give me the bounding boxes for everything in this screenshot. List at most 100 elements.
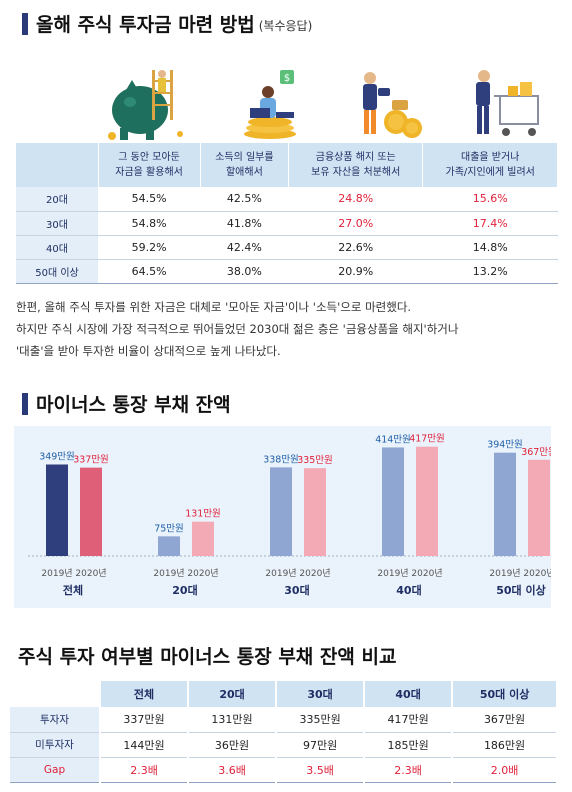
year-tick-label: 2020년 — [187, 568, 218, 579]
funding-value-cell: 38.0% — [200, 259, 289, 284]
funding-header-col2-label: 소득의 일부를 할애해서 — [215, 152, 274, 178]
comparison-value-cell: 417만원 — [364, 707, 454, 733]
year-tick-label: 2020년 — [299, 568, 330, 579]
title-accent-bar — [22, 392, 28, 415]
funding-table-row: 20대 54.5% 42.5% 24.8% 15.6% — [16, 187, 558, 212]
comparison-header-cell: 50대 이상 — [452, 681, 558, 707]
laptop-coins-icon: $ — [244, 70, 296, 139]
bar-value-label: 131만원 — [185, 509, 221, 520]
year-tick-label: 2020년 — [411, 568, 442, 579]
year-tick-label: 2020년 — [75, 568, 106, 579]
funding-table-row: 50대 이상 64.5% 38.0% 20.9% 13.2% — [16, 259, 558, 284]
bar-2020년-30대 — [304, 468, 326, 556]
bar-2020년-20대 — [192, 521, 214, 556]
funding-table-row: 30대 54.8% 41.8% 27.0% 17.4% — [16, 211, 558, 236]
summary-line: 하지만 주식 시장에 가장 적극적으로 뛰어들었던 2030대 젊은 층은 '금… — [16, 322, 459, 336]
comparison-value-cell: 36만원 — [188, 732, 278, 758]
bar-value-label: 394만원 — [487, 440, 523, 451]
comparison-value-cell: 144만원 — [100, 732, 190, 758]
row-age-label: 30대 — [16, 211, 98, 236]
bar-2019년-50대 이상 — [494, 452, 516, 556]
funding-value-cell: 59.2% — [98, 235, 201, 260]
funding-header-col4-label: 대출을 받거나 가족/지인에게 빌려서 — [445, 152, 535, 178]
comparison-value-cell: 3.6배 — [188, 757, 278, 783]
funding-header-col1-label: 그 동안 모아둔 자금을 활용해서 — [115, 152, 183, 178]
comparison-header-empty — [10, 681, 101, 707]
bar-2020년-50대 이상 — [528, 459, 550, 556]
comparison-row-label: Gap — [10, 757, 101, 783]
row-age-label: 50대 이상 — [16, 259, 98, 284]
category-label: 30대 — [284, 583, 309, 597]
funding-table-header: 그 동안 모아둔 자금을 활용해서 소득의 일부를 할애해서 금융상품 해지 또… — [16, 143, 558, 187]
funding-header-col1: 그 동안 모아둔 자금을 활용해서 — [98, 143, 201, 187]
comparison-value-cell: 2.3배 — [364, 757, 454, 783]
funding-value-cell: 17.4% — [422, 211, 558, 236]
funding-value-cell: 64.5% — [98, 259, 201, 284]
funding-value-cell: 54.8% — [98, 211, 201, 236]
piggy-bank-icon — [108, 70, 183, 140]
funding-value-cell: 15.6% — [422, 187, 558, 212]
year-tick-label: 2019년 — [489, 568, 520, 579]
comparison-value-cell: 186만원 — [452, 732, 558, 758]
funding-value-cell: 42.4% — [200, 235, 289, 260]
title-accent-bar — [22, 12, 28, 35]
funding-value-cell: 14.8% — [422, 235, 558, 260]
year-tick-label: 2019년 — [153, 568, 184, 579]
section3-title: 주식 투자 여부별 마이너스 통장 부채 잔액 비교 — [18, 642, 396, 669]
summary-paragraph: 한편, 올해 주식 투자를 위한 자금은 대체로 '모아둔 자금'이나 '소득'… — [16, 296, 561, 362]
summary-line: 한편, 올해 주식 투자를 위한 자금은 대체로 '모아둔 자금'이나 '소득'… — [16, 300, 412, 314]
section1-title: 올해 주식 투자금 마련 방법 (복수응답) — [22, 10, 312, 37]
funding-value-cell: 41.8% — [200, 211, 289, 236]
funding-value-cell: 24.8% — [288, 187, 423, 212]
section1-title-text: 올해 주식 투자금 마련 방법 — [36, 14, 255, 36]
funding-value-cell: 13.2% — [422, 259, 558, 284]
funding-header-empty — [16, 143, 99, 187]
section2-title-text: 마이너스 통장 부채 잔액 — [36, 394, 231, 416]
section1-subtitle: (복수응답) — [258, 19, 313, 33]
bar-2019년-20대 — [158, 536, 180, 556]
bar-value-label: 338만원 — [263, 454, 299, 465]
comparison-value-cell: 367만원 — [452, 707, 558, 733]
bar-value-label: 337만원 — [73, 455, 109, 466]
comparison-table-header: 전체 20대 30대 40대 50대 이상 — [10, 681, 558, 707]
funding-header-col3: 금융상품 해지 또는 보유 자산을 처분해서 — [288, 143, 424, 187]
comparison-value-cell: 2.0배 — [452, 757, 558, 783]
comparison-value-cell: 97만원 — [276, 732, 366, 758]
funding-header-col4: 대출을 받거나 가족/지인에게 빌려서 — [422, 143, 558, 187]
funding-method-table: 그 동안 모아둔 자금을 활용해서 소득의 일부를 할애해서 금융상품 해지 또… — [16, 143, 558, 284]
comparison-header-cell: 40대 — [364, 681, 454, 707]
bar-2019년-30대 — [270, 467, 292, 556]
comparison-header-cell: 전체 — [100, 681, 190, 707]
bar-value-label: 335만원 — [297, 455, 333, 466]
comparison-row-label: 미투자자 — [10, 732, 101, 758]
category-label: 20대 — [172, 583, 197, 597]
bar-2019년-40대 — [382, 447, 404, 556]
row-age-label: 40대 — [16, 235, 98, 260]
bar-value-label: 349만원 — [39, 451, 75, 462]
summary-line: '대출'을 받아 투자한 비율이 상대적으로 높게 나타났다. — [16, 344, 281, 358]
year-tick-label: 2019년 — [41, 568, 72, 579]
svg-text:$: $ — [284, 73, 290, 84]
funding-value-cell: 27.0% — [288, 211, 423, 236]
funding-table-row: 40대 59.2% 42.4% 22.6% 14.8% — [16, 235, 558, 260]
bar-value-label: 414만원 — [375, 434, 411, 445]
comparison-row-label: 투자자 — [10, 707, 101, 733]
row-age-label: 20대 — [16, 187, 98, 212]
comparison-value-cell: 131만원 — [188, 707, 278, 733]
funding-header-col3-label: 금융상품 해지 또는 보유 자산을 처분해서 — [311, 152, 401, 178]
coins-briefcase-icon — [363, 72, 422, 138]
funding-value-cell: 20.9% — [288, 259, 423, 284]
bar-value-label: 75만원 — [154, 523, 184, 534]
comparison-table: 전체 20대 30대 40대 50대 이상 투자자 337만원 131만원 335만원 417만… — [10, 681, 558, 783]
comparison-value-cell: 2.3배 — [100, 757, 190, 783]
bar-2020년-전체 — [80, 467, 102, 556]
comparison-table-row: 미투자자 144만원 36만원 97만원 185만원 186만원 — [10, 732, 558, 758]
year-tick-label: 2019년 — [377, 568, 408, 579]
section2-title: 마이너스 통장 부채 잔액 — [22, 390, 231, 417]
bar-2019년-전체 — [46, 464, 68, 556]
year-tick-label: 2019년 — [265, 568, 296, 579]
funding-value-cell: 42.5% — [200, 187, 289, 212]
category-label: 40대 — [396, 583, 421, 597]
comparison-value-cell: 335만원 — [276, 707, 366, 733]
